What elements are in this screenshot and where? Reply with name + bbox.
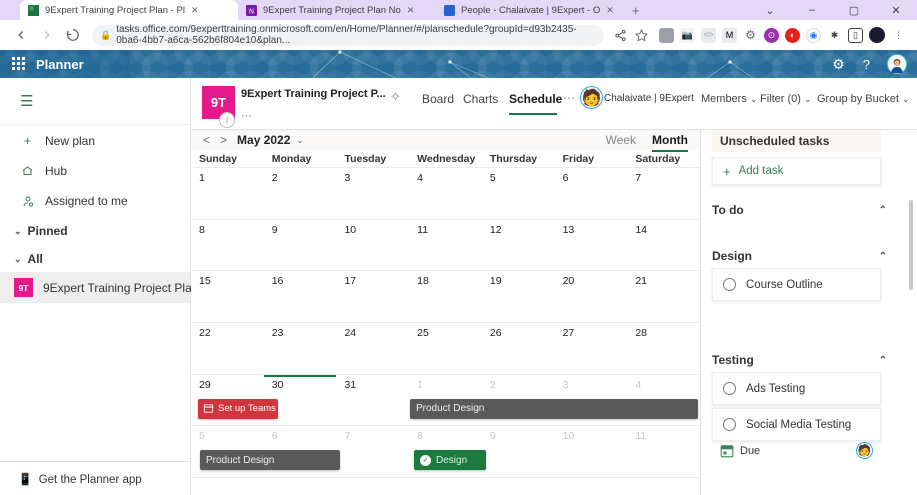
svg-text:N: N: [249, 8, 254, 15]
